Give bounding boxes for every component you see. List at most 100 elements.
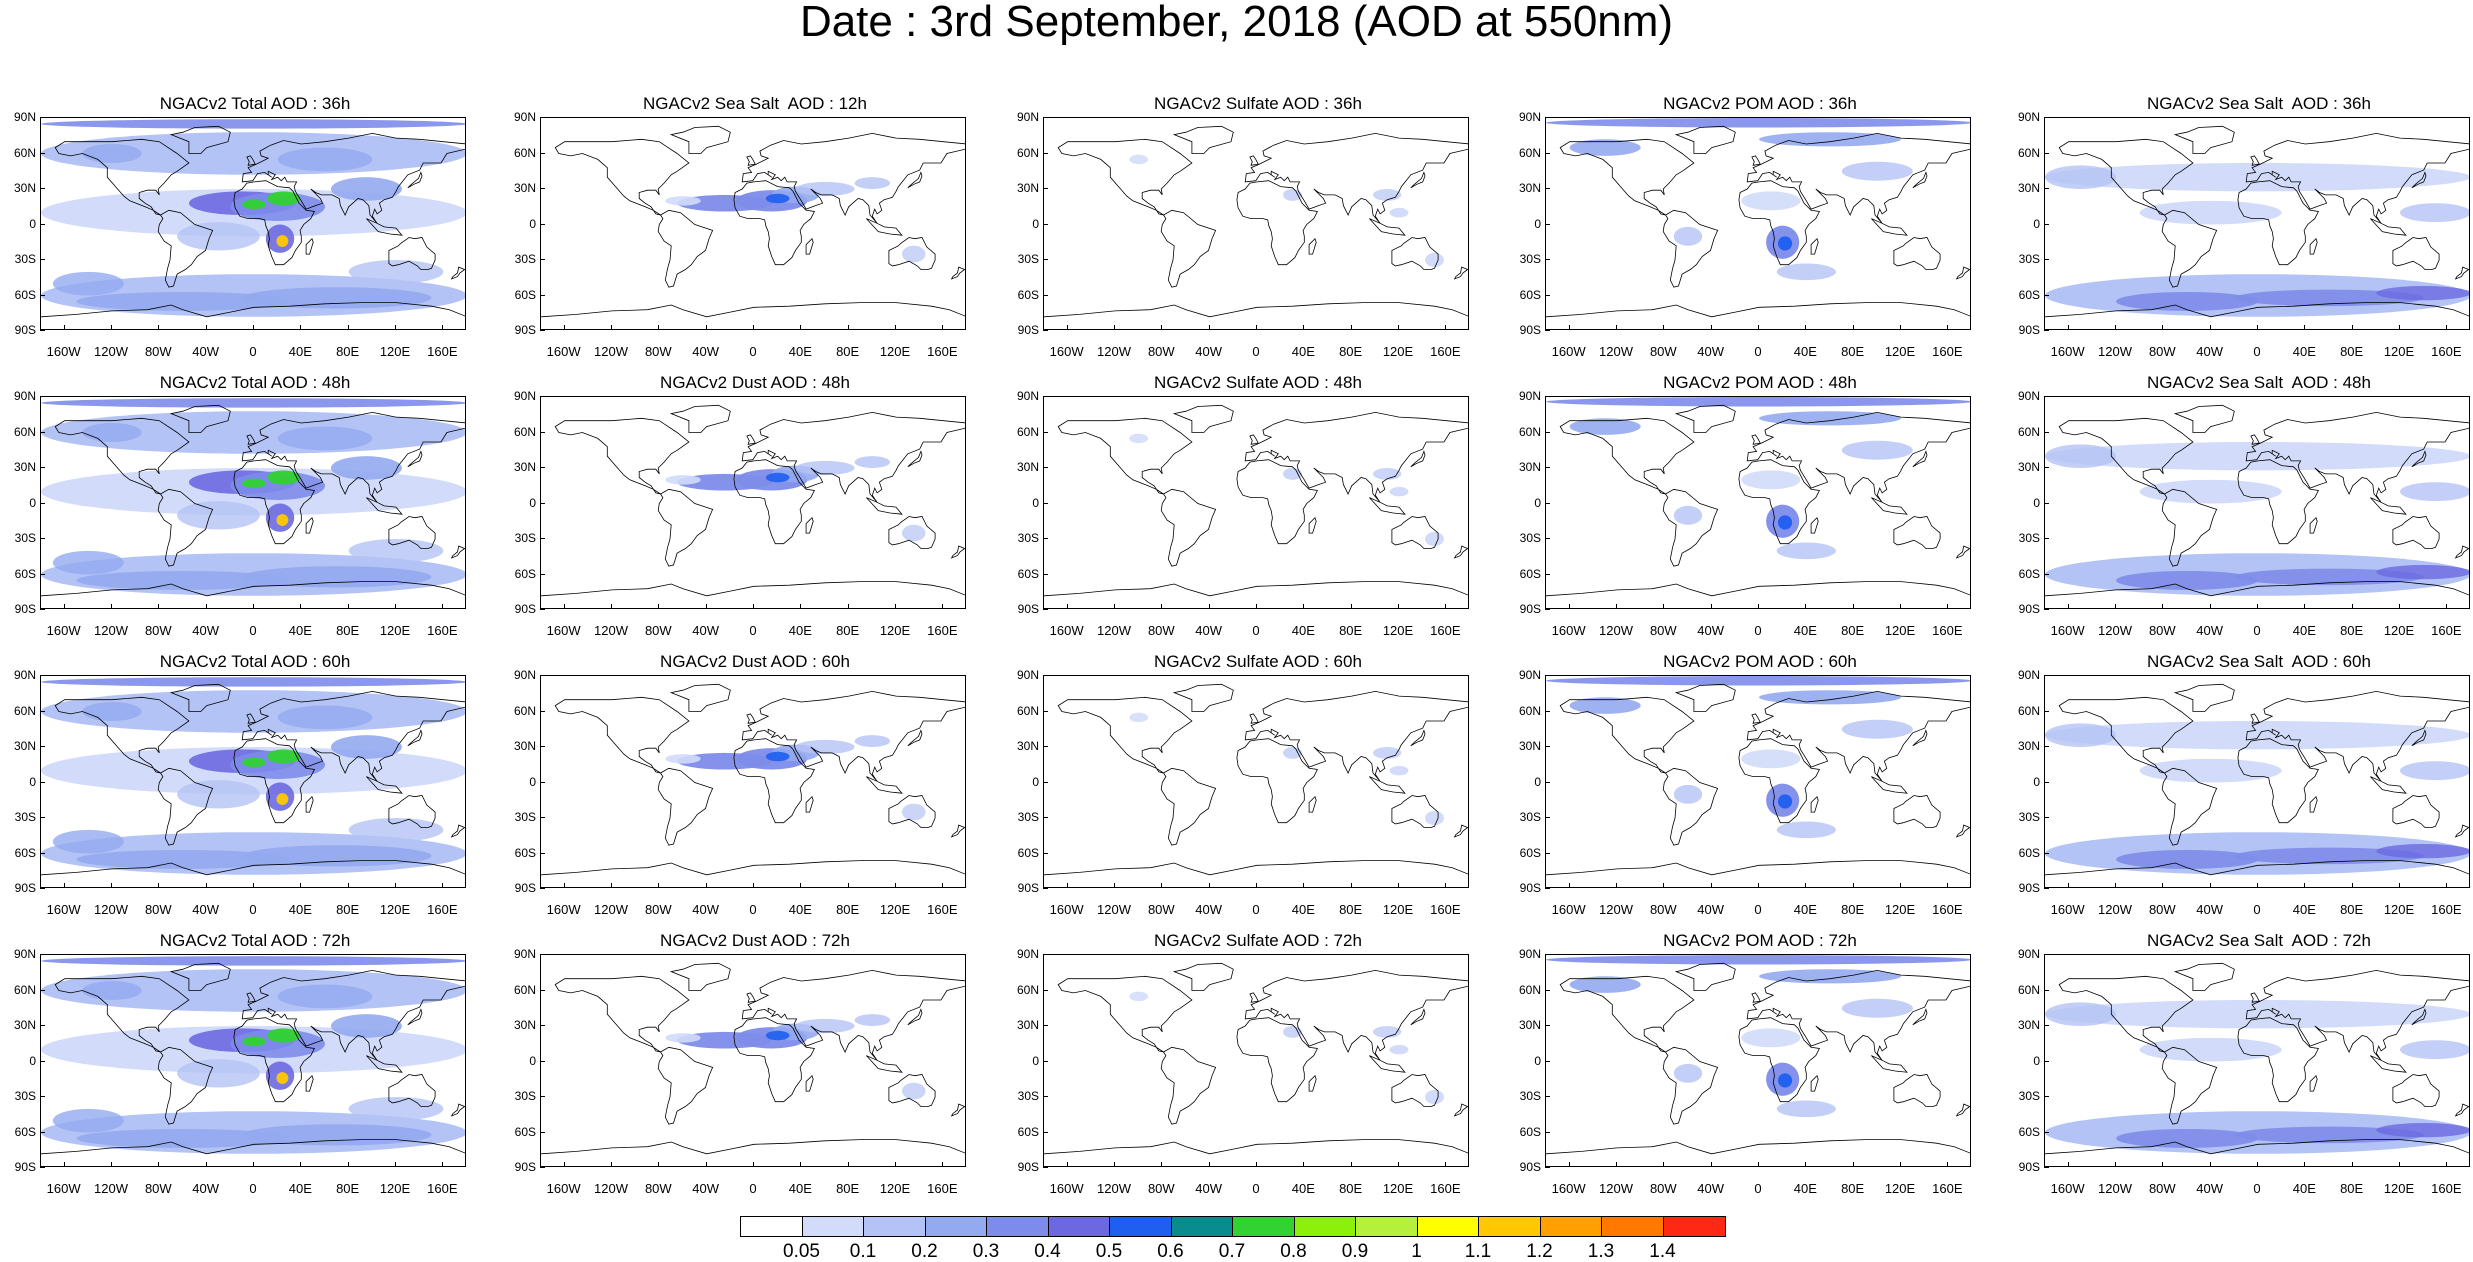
aod-field-map <box>1044 962 1468 1155</box>
lon-tick <box>705 325 707 330</box>
lon-label: 0 <box>249 344 257 359</box>
lat-tick <box>1545 817 1550 818</box>
lon-tick <box>1947 604 1949 609</box>
lon-label: 40W <box>692 623 720 638</box>
lon-label: 80E <box>1339 344 1363 359</box>
lon-label: 160W <box>1551 623 1586 638</box>
coastline-uk <box>1249 434 1259 445</box>
lat-tick <box>540 954 545 955</box>
coastline-greenland <box>169 683 231 712</box>
coastline-antarctica-coast <box>41 302 465 318</box>
map-frame <box>1545 675 1971 888</box>
coastline-japan <box>407 171 423 189</box>
lat-label: 30N <box>513 1018 536 1032</box>
lon-tick <box>2304 883 2306 888</box>
coastline-south-america <box>157 488 214 567</box>
aod-plume <box>177 501 260 530</box>
lon-label: 80E <box>2340 623 2364 638</box>
lon-label: 80W <box>2148 623 2176 638</box>
lon-tick <box>942 1162 944 1167</box>
coastline-indonesia <box>2370 497 2407 515</box>
lon-tick <box>1947 1162 1949 1167</box>
coastline-north-america <box>1559 417 1695 495</box>
coastline-japan <box>1912 729 1928 747</box>
lon-label: 120W <box>2098 623 2132 638</box>
lat-tick <box>540 989 545 991</box>
coastline-eurasia <box>741 969 965 1061</box>
lat-tick <box>2044 1096 2049 1097</box>
lat-tick <box>40 852 45 854</box>
lon-tick <box>1663 325 1665 330</box>
lon-tick <box>1900 604 1901 609</box>
aod-plume <box>330 177 402 201</box>
aod-plume <box>1129 712 1149 723</box>
lon-label: 0 <box>1754 344 1762 359</box>
aod-plume <box>765 1030 790 1041</box>
lat-tick <box>2044 117 2049 118</box>
lon-tick <box>563 1162 565 1167</box>
coastline-africa <box>1738 459 1821 545</box>
lat-tick <box>40 746 45 747</box>
lon-label: 80E <box>836 623 860 638</box>
aod-plume <box>277 147 373 172</box>
lon-label: 0 <box>2253 344 2261 359</box>
aod-plume <box>1673 784 1703 804</box>
map-frame <box>1043 396 1469 609</box>
coastline-new-zealand <box>1955 545 1970 559</box>
lat-tick <box>1545 989 1550 991</box>
lon-label: 80E <box>836 344 860 359</box>
coastline-greenland <box>2173 125 2235 154</box>
lon-tick <box>1066 1162 1068 1167</box>
lon-tick <box>1161 1162 1163 1167</box>
coastline-madagascar <box>305 795 314 813</box>
coastline-new-zealand <box>950 824 965 838</box>
lon-label: 120W <box>1097 902 1131 917</box>
colorbar-label: 1.2 <box>1526 1241 1553 1262</box>
lon-tick <box>347 325 349 330</box>
coastline-indonesia <box>866 1055 903 1073</box>
lon-tick <box>1758 883 1759 888</box>
lon-tick <box>1900 883 1901 888</box>
lon-tick <box>1805 604 1807 609</box>
panel-title: NGACv2 Total AOD : 72h <box>159 931 351 950</box>
coastline-north-america <box>1559 138 1695 216</box>
lon-tick <box>1303 604 1305 609</box>
coastline-greenland <box>1674 962 1736 991</box>
aod-plume <box>1389 1044 1409 1055</box>
lon-label: 0 <box>1252 902 1260 917</box>
colorbar-label: 0.4 <box>1034 1241 1061 1262</box>
coastline-africa <box>1236 180 1319 266</box>
aod-plume <box>1741 470 1801 490</box>
lat-tick <box>2044 989 2049 991</box>
coastline-new-zealand <box>450 824 465 838</box>
lat-tick <box>1043 817 1048 818</box>
lon-label: 160W <box>1049 344 1084 359</box>
lat-label: 90S <box>1519 881 1541 895</box>
lat-tick <box>1545 223 1550 225</box>
lat-tick <box>2044 1131 2049 1133</box>
lat-tick <box>40 431 45 433</box>
lon-label: 160E <box>427 1181 458 1196</box>
lon-tick <box>1445 604 1447 609</box>
aod-plume <box>76 291 290 311</box>
coastline-japan <box>2411 1008 2427 1026</box>
map-panel: NGACv2 Dust AOD : 48h 90N 60N 30N 0 30S 60S 90S… <box>500 374 990 651</box>
lat-tick <box>1043 223 1048 225</box>
lon-tick <box>111 325 112 330</box>
aod-plume <box>1569 976 1641 993</box>
lat-tick <box>1043 330 1048 331</box>
lat-tick <box>2044 1060 2049 1062</box>
lon-tick <box>111 604 112 609</box>
lat-label: 0 <box>1032 495 1039 510</box>
coastline-japan <box>1912 450 1928 468</box>
lon-label: 40W <box>192 902 220 917</box>
lat-label: 30S <box>14 810 36 824</box>
lon-label: 80W <box>2148 902 2176 917</box>
lat-tick <box>1545 1096 1550 1097</box>
colorbar-swatch <box>1233 1217 1295 1236</box>
lon-label: 160E <box>1430 902 1461 917</box>
coastline-africa <box>1738 180 1821 266</box>
lat-tick <box>1043 609 1048 610</box>
lat-tick <box>2044 223 2049 225</box>
lat-label: 60N <box>1016 424 1039 439</box>
